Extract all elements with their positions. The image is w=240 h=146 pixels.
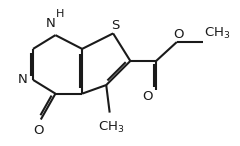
Text: H: H: [55, 9, 64, 19]
Text: O: O: [142, 90, 152, 103]
Text: N: N: [46, 17, 56, 30]
Text: S: S: [111, 19, 119, 32]
Text: O: O: [34, 124, 44, 137]
Text: CH$_3$: CH$_3$: [204, 26, 230, 41]
Text: CH$_3$: CH$_3$: [98, 120, 124, 135]
Text: N: N: [18, 73, 27, 86]
Text: O: O: [173, 28, 183, 41]
